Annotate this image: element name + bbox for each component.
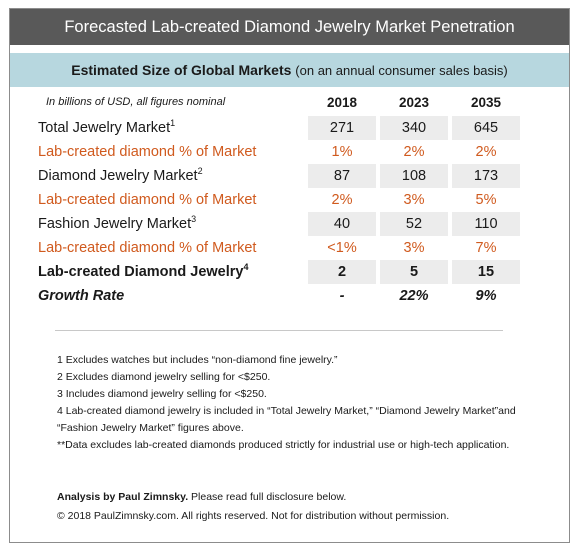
section-divider — [55, 330, 503, 331]
units-note: In billions of USD, all figures nominal — [46, 96, 226, 108]
cell-value: 52 — [380, 212, 448, 236]
table-row: Total Jewelry Market1 271 340 645 — [38, 116, 520, 140]
cell-value: <1% — [327, 240, 357, 256]
table-row: Diamond Jewelry Market2 87 108 173 — [38, 164, 520, 188]
cell-value: 3% — [403, 192, 425, 208]
row-label: Growth Rate — [38, 288, 125, 304]
cell-value: 110 — [452, 212, 520, 236]
cell-value: 15 — [452, 260, 520, 284]
footnote-2: 2 Excludes diamond jewelry selling for <… — [57, 371, 271, 383]
row-label: Lab-created Diamond Jewelry4 — [38, 262, 249, 280]
cell-value: 645 — [452, 116, 520, 140]
row-label: Lab-created diamond % of Market — [38, 144, 257, 160]
row-label: Lab-created diamond % of Market — [38, 240, 257, 256]
row-label: Fashion Jewelry Market3 — [38, 214, 197, 232]
market-table: In billions of USD, all figures nominal … — [38, 88, 520, 308]
subtitle-bar: Estimated Size of Global Markets (on an … — [10, 53, 569, 87]
table-row: Lab-created Diamond Jewelry4 2 5 15 — [38, 260, 520, 284]
cell-value: 340 — [380, 116, 448, 140]
footnote-1: 1 Excludes watches but includes “non-dia… — [57, 354, 338, 366]
table-row: Lab-created diamond % of Market 1% 2% 2% — [38, 140, 520, 164]
cell-value: 7% — [475, 240, 497, 256]
table-header-row: In billions of USD, all figures nominal … — [38, 88, 520, 116]
cell-value: 173 — [452, 164, 520, 188]
subtitle-main: Estimated Size of Global Markets — [71, 62, 292, 78]
subtitle-paren: (on an annual consumer sales basis) — [295, 63, 508, 78]
cell-value: 5% — [475, 192, 497, 208]
cell-value: 3% — [403, 240, 425, 256]
cell-value: - — [339, 288, 345, 304]
footnote-ref: 3 — [191, 214, 197, 225]
analysis-author: Analysis by Paul Zimnsky. — [57, 491, 189, 503]
row-label: Lab-created diamond % of Market — [38, 192, 257, 208]
footnote-data-note: **Data excludes lab-created diamonds pro… — [57, 439, 510, 451]
footnote-ref: 1 — [170, 118, 176, 129]
cell-value: 40 — [308, 212, 376, 236]
cell-value: 108 — [380, 164, 448, 188]
credits: Analysis by Paul Zimnsky. Please read fu… — [57, 488, 537, 526]
cell-value: 22% — [399, 288, 429, 304]
cell-value: 2% — [331, 192, 353, 208]
year-header-2023: 2023 — [398, 94, 430, 110]
cell-value: 2 — [308, 260, 376, 284]
footnote-3: 3 Includes diamond jewelry selling for <… — [57, 388, 267, 400]
table-row: Lab-created diamond % of Market 2% 3% 5% — [38, 188, 520, 212]
cell-value: 271 — [308, 116, 376, 140]
cell-value: 1% — [331, 144, 353, 160]
cell-value: 9% — [475, 288, 497, 304]
cell-value: 87 — [308, 164, 376, 188]
cell-value: 5 — [380, 260, 448, 284]
analysis-disclosure: Please read full disclosure below. — [188, 491, 347, 503]
footnotes: 1 Excludes watches but includes “non-dia… — [57, 352, 527, 454]
row-label: Total Jewelry Market1 — [38, 118, 176, 136]
year-header-2018: 2018 — [326, 94, 358, 110]
footnote-ref: 2 — [197, 166, 203, 177]
analysis-line: Analysis by Paul Zimnsky. Please read fu… — [57, 488, 537, 507]
year-header-2035: 2035 — [470, 94, 502, 110]
row-label: Diamond Jewelry Market2 — [38, 166, 203, 184]
table-row: Growth Rate - 22% 9% — [38, 284, 520, 308]
footnote-ref: 4 — [243, 262, 249, 273]
footnote-4: 4 Lab-created diamond jewelry is include… — [57, 405, 516, 434]
page-title: Forecasted Lab-created Diamond Jewelry M… — [10, 9, 569, 45]
table-row: Lab-created diamond % of Market <1% 3% 7… — [38, 236, 520, 260]
cell-value: 2% — [475, 144, 497, 160]
cell-value: 2% — [403, 144, 425, 160]
copyright-line: © 2018 PaulZimnsky.com. All rights reser… — [57, 510, 450, 522]
table-row: Fashion Jewelry Market3 40 52 110 — [38, 212, 520, 236]
